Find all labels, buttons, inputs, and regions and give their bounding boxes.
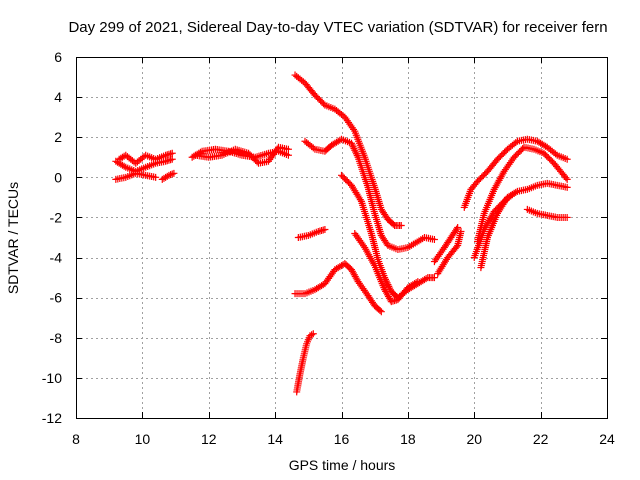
series-arc-13 (293, 330, 317, 396)
data-point (308, 331, 316, 339)
y-tick-label: 4 (54, 89, 62, 105)
data-point (454, 223, 462, 231)
x-tick-label: 12 (201, 431, 217, 447)
series-arc-11 (291, 260, 385, 316)
series-arc-7 (291, 71, 405, 229)
data-point (552, 150, 560, 158)
x-tick-labels: 8 10 12 14 16 18 20 22 24 (72, 431, 615, 447)
x-tick-label: 24 (599, 431, 615, 447)
chart-title: Day 299 of 2021, Sidereal Day-to-day VTE… (68, 19, 607, 36)
axis-ticks (76, 57, 608, 419)
series-arc-19 (470, 189, 518, 262)
series-arc-8 (301, 135, 438, 254)
data-point (165, 171, 173, 179)
data-point (284, 145, 292, 153)
data-point (563, 175, 571, 183)
y-tick-label: -10 (42, 370, 62, 386)
data-point (168, 155, 176, 163)
data-point (377, 308, 385, 316)
series-arc-3 (112, 169, 160, 183)
data-points (112, 71, 571, 396)
data-point (120, 162, 128, 170)
x-tick-label: 22 (533, 431, 549, 447)
data-point (397, 221, 405, 229)
x-axis-title: GPS time / hours (289, 457, 396, 473)
data-point (563, 213, 571, 221)
data-point (563, 183, 571, 191)
series-arc-14 (430, 223, 462, 266)
y-tick-label: 2 (54, 129, 62, 145)
series-arc-10 (294, 225, 329, 241)
data-point (563, 155, 571, 163)
y-tick-label: -6 (50, 290, 63, 306)
data-point (152, 173, 160, 181)
data-point (453, 225, 461, 233)
y-tick-label: -8 (50, 330, 63, 346)
series-arc-6 (191, 143, 292, 167)
series-arc-20 (523, 205, 571, 221)
x-tick-label: 18 (400, 431, 416, 447)
data-point (170, 169, 178, 177)
data-point (376, 307, 384, 315)
y-tick-label: 0 (54, 169, 62, 185)
y-axis-title: SDTVAR / TECUs (5, 182, 21, 294)
y-tick-label: -4 (50, 250, 63, 266)
data-point (562, 174, 570, 182)
series-arc-16 (460, 135, 571, 211)
data-point (512, 139, 520, 147)
data-point (389, 220, 397, 228)
y-tick-label: -2 (50, 209, 63, 225)
data-point (508, 191, 516, 199)
series-arc-1 (115, 149, 176, 167)
x-tick-label: 10 (135, 431, 151, 447)
data-point (430, 236, 438, 244)
data-point (519, 145, 527, 153)
y-tick-label: 6 (54, 49, 62, 65)
x-tick-label: 16 (334, 431, 350, 447)
data-point (430, 274, 438, 282)
data-point (452, 243, 460, 251)
data-point (196, 148, 204, 156)
data-point (321, 225, 329, 233)
data-point (253, 158, 261, 166)
data-point (510, 189, 518, 197)
data-point (168, 149, 176, 157)
data-point (284, 151, 292, 159)
data-point (309, 144, 317, 152)
x-tick-label: 20 (466, 431, 482, 447)
series-arc-4 (158, 169, 178, 183)
data-point (168, 170, 176, 178)
y-tick-labels: 6 4 2 0 -2 -4 -6 -8 -10 -12 (42, 49, 62, 426)
data-point (167, 171, 175, 179)
data-point (163, 172, 171, 180)
series-arc-2 (112, 155, 176, 175)
data-point (457, 227, 465, 235)
data-point (412, 279, 420, 287)
data-point (422, 275, 430, 283)
x-tick-label: 14 (267, 431, 283, 447)
x-tick-label: 8 (72, 431, 80, 447)
y-tick-label: -12 (42, 410, 62, 426)
data-point (414, 278, 422, 286)
data-point (309, 330, 317, 338)
series-arc-15 (434, 227, 465, 278)
series-arc-12 (351, 229, 422, 306)
